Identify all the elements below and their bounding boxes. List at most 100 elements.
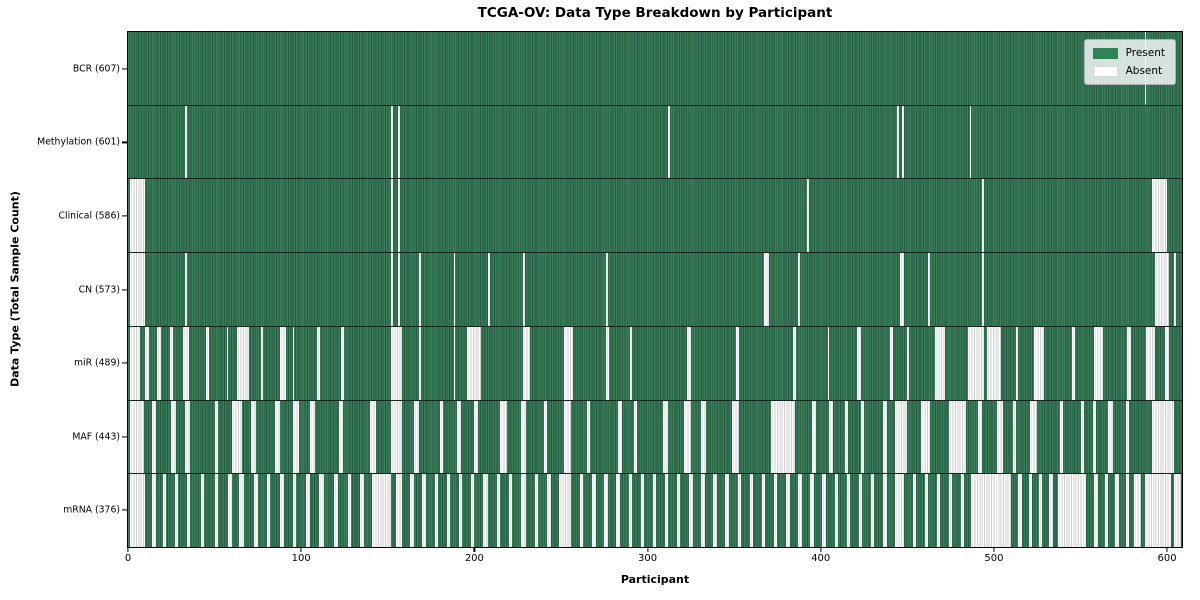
legend-swatch-absent xyxy=(1092,65,1118,77)
absent-stripe xyxy=(630,326,632,400)
absent-stripe xyxy=(605,326,610,400)
absent-stripe xyxy=(316,326,321,400)
absent-stripe xyxy=(732,400,740,474)
ytick-label-clinical: Clinical (586) xyxy=(58,210,120,222)
y-tick-mark xyxy=(122,141,127,143)
absent-stripe xyxy=(1144,474,1171,548)
absent-stripe xyxy=(306,474,310,548)
xtick-label-600: 600 xyxy=(1157,553,1177,564)
x-tick-mark xyxy=(1166,548,1168,552)
absent-stripe xyxy=(453,253,456,326)
absent-stripe xyxy=(205,326,210,400)
absent-stripe xyxy=(967,326,984,400)
absent-stripe xyxy=(737,474,742,548)
absent-stripe xyxy=(763,253,769,326)
absent-stripe xyxy=(266,474,270,548)
y-tick-labels: BCR (607) Methylation (601) Clinical (586)… xyxy=(0,32,120,547)
y-tick-mark xyxy=(122,509,127,511)
absent-stripe xyxy=(522,253,525,326)
absent-stripe xyxy=(1134,474,1142,548)
absent-stripe xyxy=(1104,474,1109,548)
absent-stripe xyxy=(749,474,754,548)
absent-stripe xyxy=(822,474,826,548)
absent-stripe xyxy=(453,326,456,400)
absent-stripe xyxy=(676,474,681,548)
absent-stripe xyxy=(981,179,984,253)
absent-stripe xyxy=(434,474,438,548)
absent-stripe xyxy=(895,400,908,474)
absent-stripe xyxy=(586,400,591,474)
absent-stripe xyxy=(129,326,141,400)
absent-stripe xyxy=(391,179,393,253)
absent-stripe xyxy=(971,474,1012,548)
legend-label: Present xyxy=(1125,47,1165,59)
absent-stripe xyxy=(214,400,219,474)
absent-stripe xyxy=(652,474,657,548)
absent-stripe xyxy=(391,253,393,326)
ytick-label-mir: miR (489) xyxy=(73,357,120,369)
ytick-label-methylation: Methylation (601) xyxy=(37,136,120,148)
absent-stripe xyxy=(1092,400,1097,474)
absent-stripe xyxy=(1018,474,1022,548)
absent-stripe xyxy=(372,474,392,548)
absent-stripe xyxy=(827,326,830,400)
absent-stripe xyxy=(446,474,451,548)
absent-stripe xyxy=(883,400,887,474)
absent-stripe xyxy=(1094,326,1104,400)
absent-stripe xyxy=(1127,326,1131,400)
x-tick-mark xyxy=(127,548,129,552)
absent-stripe xyxy=(798,474,802,548)
absent-stripe xyxy=(200,474,205,548)
absent-stripe xyxy=(564,326,574,400)
absent-stripe xyxy=(1033,326,1045,400)
absent-stripe xyxy=(1071,326,1076,400)
absent-stripe xyxy=(605,253,608,326)
absent-stripe xyxy=(725,474,729,548)
absent-stripe xyxy=(292,326,295,400)
absent-stripe xyxy=(254,474,258,548)
y-tick-marks xyxy=(122,32,127,547)
absent-stripe xyxy=(226,326,229,400)
absent-stripe xyxy=(810,474,814,548)
absent-stripe xyxy=(152,474,156,548)
absent-stripe xyxy=(1125,400,1129,474)
absent-stripe xyxy=(543,400,548,474)
ytick-label-cn: CN (573) xyxy=(78,284,120,295)
absent-stripe xyxy=(580,474,584,548)
heatmap-row-mir xyxy=(128,326,1182,401)
absent-stripe xyxy=(912,474,916,548)
absent-stripe xyxy=(1174,253,1176,326)
absent-stripe xyxy=(398,253,400,326)
chart-title: TCGA-OV: Data Type Breakdown by Particip… xyxy=(477,5,833,21)
absent-stripe xyxy=(948,474,953,548)
absent-stripe xyxy=(664,474,669,548)
absent-stripe xyxy=(806,179,809,253)
absent-stripe xyxy=(439,400,444,474)
absent-stripe xyxy=(398,179,400,253)
absent-stripe xyxy=(895,474,904,548)
absent-stripe xyxy=(961,474,965,548)
plot-area: Present Absent xyxy=(127,31,1183,548)
ytick-label-mrna: mRNA (376) xyxy=(63,504,120,516)
absent-stripe xyxy=(986,326,1001,400)
absent-stripe xyxy=(347,474,352,548)
absent-stripe xyxy=(458,474,463,548)
absent-stripe xyxy=(900,253,904,326)
x-axis-label: Participant xyxy=(620,573,690,586)
absent-stripe xyxy=(1028,474,1032,548)
absent-stripe xyxy=(1174,474,1181,548)
absent-stripe xyxy=(171,400,177,474)
absent-stripe xyxy=(174,474,179,548)
absent-stripe xyxy=(896,105,899,179)
absent-stripe xyxy=(398,105,400,179)
absent-stripe xyxy=(185,253,187,326)
absent-stripe xyxy=(309,400,316,474)
x-tick-mark xyxy=(473,548,475,552)
absent-stripe xyxy=(559,474,572,548)
absent-stripe xyxy=(129,253,146,326)
absent-stripe xyxy=(238,474,245,548)
absent-stripe xyxy=(334,474,338,548)
absent-stripe xyxy=(470,474,475,548)
absent-stripe xyxy=(496,474,501,548)
